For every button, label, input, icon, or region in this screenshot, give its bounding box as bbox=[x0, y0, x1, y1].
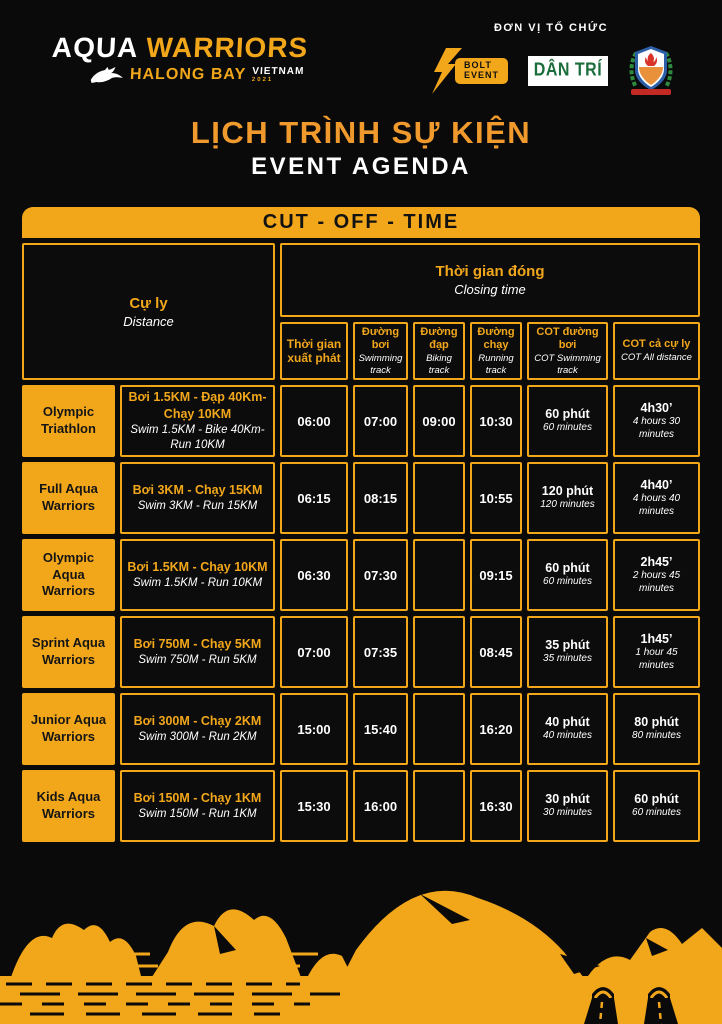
bolt-badge-line2: EVENT bbox=[463, 70, 499, 80]
swim-close-cell: 08:15 bbox=[353, 462, 408, 534]
start-time-cell: 15:30 bbox=[280, 770, 348, 842]
swim-close-cell: 07:30 bbox=[353, 539, 408, 611]
bike-close-cell: 09:00 bbox=[413, 385, 465, 457]
subheader-cot-swimming: COT đường bơi COT Swimming track bbox=[527, 322, 608, 380]
start-time-cell: 06:30 bbox=[280, 539, 348, 611]
cot-swim-cell: 40 phút 40 minutes bbox=[527, 693, 608, 765]
run-close-cell: 09:15 bbox=[470, 539, 522, 611]
dan-tri-text: DÂN TRÍ bbox=[533, 60, 603, 81]
distance-cell: Bơi 300M - Chạy 2KM Swim 300M - Run 2KM bbox=[120, 693, 275, 765]
bolt-event-logo: BOLT EVENT bbox=[428, 48, 508, 94]
run-close-cell: 16:30 bbox=[470, 770, 522, 842]
distance-cell: Bơi 750M - Chạy 5KM Swim 750M - Run 5KM bbox=[120, 616, 275, 688]
distance-column-header: Cự ly Distance bbox=[22, 243, 275, 380]
run-close-cell: 10:30 bbox=[470, 385, 522, 457]
bolt-badge-line1: BOLT bbox=[463, 60, 492, 71]
subheader-swimming-track: Đường bơi Swimming track bbox=[353, 322, 408, 380]
distance-cell: Bơi 1.5KM - Đạp 40Km- Chạy 10KM Swim 1.5… bbox=[120, 385, 275, 457]
cot-swim-cell: 30 phút 30 minutes bbox=[527, 770, 608, 842]
distance-cell: Bơi 1.5KM - Chạy 10KM Swim 1.5KM - Run 1… bbox=[120, 539, 275, 611]
bike-close-cell bbox=[413, 539, 465, 611]
closing-header-vi: Thời gian đóng bbox=[435, 263, 545, 280]
race-name-cell: Full Aqua Warriors bbox=[22, 462, 115, 534]
closing-time-header: Thời gian đóng Closing time bbox=[280, 243, 700, 317]
federation-crest-logo bbox=[629, 46, 673, 95]
top-header: AQUA WARRIORS HALONG BAY VIETNAM 2021 ĐƠ… bbox=[0, 0, 722, 99]
swim-close-cell: 07:35 bbox=[353, 616, 408, 688]
cot-all-cell: 80 phút 80 minutes bbox=[613, 693, 700, 765]
lightning-bolt-icon bbox=[431, 48, 462, 94]
start-time-cell: 06:15 bbox=[280, 462, 348, 534]
cot-all-cell: 4h30’ 4 hours 30 minutes bbox=[613, 385, 700, 457]
brand-vietnam-text: VIETNAM bbox=[251, 66, 305, 77]
brand-warriors-text: WARRIORS bbox=[145, 32, 310, 63]
distance-header-en: Distance bbox=[123, 313, 174, 329]
organizer-logos: BOLT EVENT DÂN TRÍ bbox=[428, 43, 674, 99]
cot-all-cell: 2h45’ 2 hours 45 minutes bbox=[613, 539, 700, 611]
start-time-cell: 07:00 bbox=[280, 616, 348, 688]
orca-icon bbox=[90, 67, 123, 83]
cot-all-cell: 4h40’ 4 hours 40 minutes bbox=[613, 462, 700, 534]
cut-off-time-table: CUT - OFF - TIME Cự ly Distance Thời gia… bbox=[22, 207, 700, 842]
subheader-biking-track: Đường đạp Biking track bbox=[413, 322, 465, 380]
run-close-cell: 10:55 bbox=[470, 462, 522, 534]
cot-swim-cell: 35 phút 35 minutes bbox=[527, 616, 608, 688]
brand-halong-text: HALONG BAY bbox=[129, 66, 247, 83]
page-title-vietnamese: LỊCH TRÌNH SỰ KIỆN bbox=[190, 115, 532, 150]
brand-line2: HALONG BAY VIETNAM 2021 bbox=[90, 66, 309, 84]
bike-close-cell bbox=[413, 616, 465, 688]
aqua-warriors-logo: AQUA WARRIORS HALONG BAY VIETNAM 2021 bbox=[51, 22, 309, 84]
race-name-cell: Junior Aqua Warriors bbox=[22, 693, 115, 765]
cot-all-cell: 60 phút 60 minutes bbox=[613, 770, 700, 842]
dan-tri-logo: DÂN TRÍ bbox=[528, 56, 608, 86]
race-name-cell: Olympic Triathlon bbox=[22, 385, 115, 457]
closing-header-en: Closing time bbox=[454, 282, 526, 297]
cot-all-cell: 1h45’ 1 hour 45 minutes bbox=[613, 616, 700, 688]
cot-swim-cell: 120 phút 120 minutes bbox=[527, 462, 608, 534]
title-block: LỊCH TRÌNH SỰ KIỆN EVENT AGENDA bbox=[0, 115, 722, 181]
cot-swim-cell: 60 phút 60 minutes bbox=[527, 539, 608, 611]
halong-bay-illustration bbox=[0, 890, 722, 1024]
race-name-cell: Kids Aqua Warriors bbox=[22, 770, 115, 842]
swim-close-cell: 15:40 bbox=[353, 693, 408, 765]
subheader-start-time: Thời gian xuất phát bbox=[280, 322, 348, 380]
organizers-label: ĐƠN VỊ TỔ CHỨC bbox=[493, 22, 609, 34]
brand-year-text: 2021 bbox=[251, 77, 274, 83]
run-close-cell: 08:45 bbox=[470, 616, 522, 688]
start-time-cell: 06:00 bbox=[280, 385, 348, 457]
page-title-english: EVENT AGENDA bbox=[251, 153, 471, 180]
brand-vietnam-block: VIETNAM 2021 bbox=[251, 66, 305, 83]
bike-close-cell bbox=[413, 770, 465, 842]
distance-cell: Bơi 150M - Chạy 1KM Swim 150M - Run 1KM bbox=[120, 770, 275, 842]
subheader-cot-all-distance: COT cả cự ly COT All distance bbox=[613, 322, 700, 380]
bike-close-cell bbox=[413, 462, 465, 534]
race-name-cell: Olympic Aqua Warriors bbox=[22, 539, 115, 611]
swim-close-cell: 07:00 bbox=[353, 385, 408, 457]
distance-cell: Bơi 3KM - Chạy 15KM Swim 3KM - Run 15KM bbox=[120, 462, 275, 534]
subheader-running-track: Đường chạy Running track bbox=[470, 322, 522, 380]
start-time-cell: 15:00 bbox=[280, 693, 348, 765]
table-grid: Cự ly Distance Thời gian đóng Closing ti… bbox=[22, 243, 700, 842]
brand-aqua-text: AQUA bbox=[51, 32, 139, 63]
table-banner: CUT - OFF - TIME bbox=[22, 207, 700, 238]
swim-close-cell: 16:00 bbox=[353, 770, 408, 842]
bike-close-cell bbox=[413, 693, 465, 765]
run-close-cell: 16:20 bbox=[470, 693, 522, 765]
organizers-block: ĐƠN VỊ TỔ CHỨC BOLT EVENT DÂN TRÍ bbox=[428, 22, 674, 99]
brand-line1: AQUA WARRIORS bbox=[51, 32, 309, 64]
bolt-event-badge: BOLT EVENT bbox=[454, 58, 508, 84]
distance-header-vi: Cự ly bbox=[129, 294, 168, 312]
cot-swim-cell: 60 phút 60 minutes bbox=[527, 385, 608, 457]
race-name-cell: Sprint Aqua Warriors bbox=[22, 616, 115, 688]
